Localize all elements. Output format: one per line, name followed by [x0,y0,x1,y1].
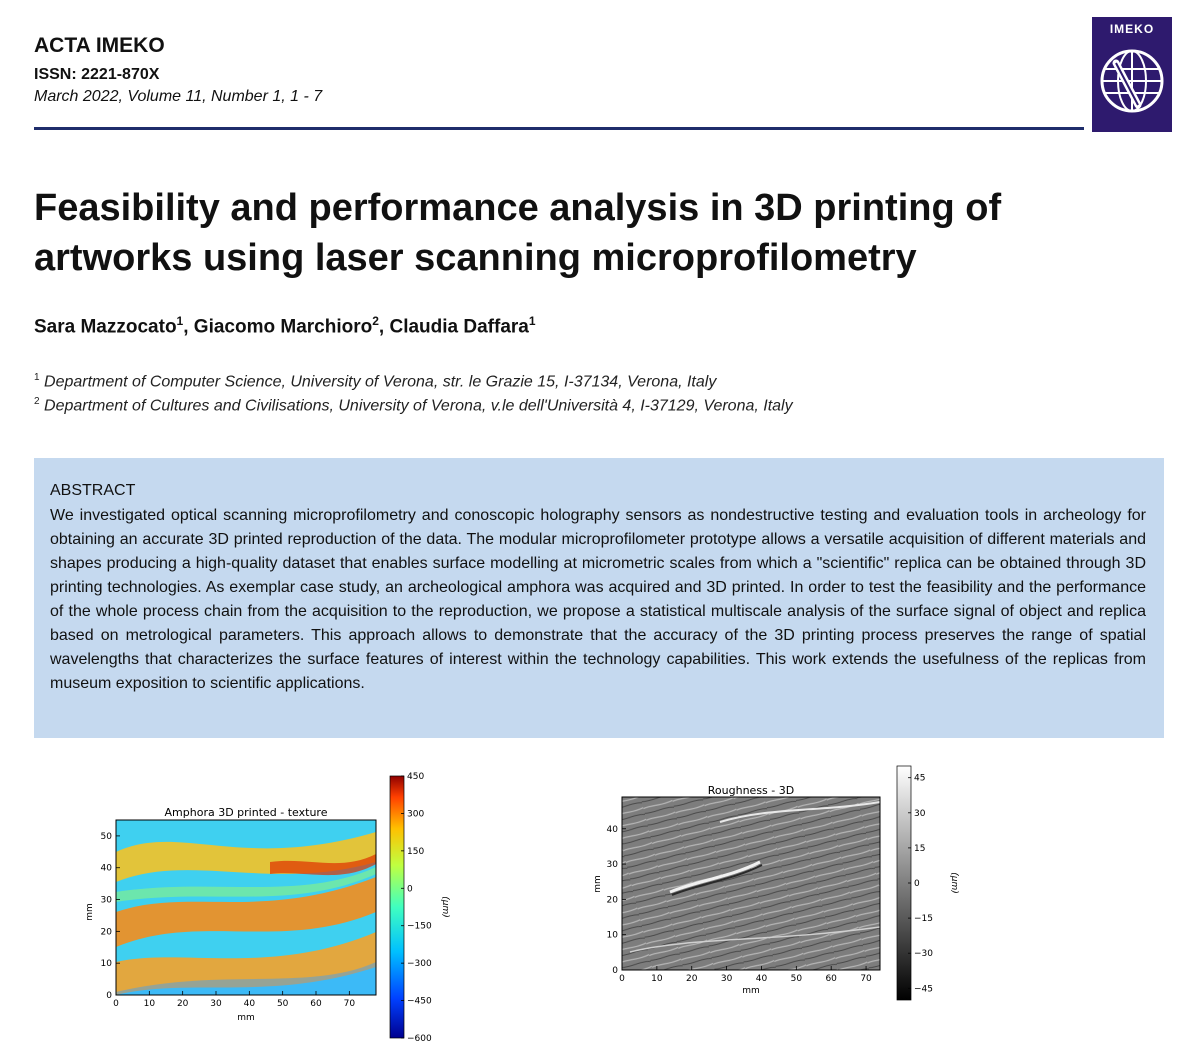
issn: ISSN: 2221-870X [34,66,160,83]
affiliation-1: 1 Department of Computer Science, Univer… [34,372,716,391]
x-tick-label: 40 [244,999,256,1009]
x-tick-label: 30 [210,999,222,1009]
y-tick-label: 20 [607,895,619,905]
abstract-box: ABSTRACT We investigated optical scannin… [34,458,1164,738]
author-affil-mark: 2 [372,314,379,328]
x-tick-label: 30 [721,974,733,984]
abstract-text: We investigated optical scanning micropr… [50,507,1146,692]
y-axis: 0 10 20 30 40 [607,825,626,976]
author-name: Claudia Daffara [389,316,529,338]
roughness-figure: Roughness - 3D 0 10 20 30 40 50 60 70 0 10 20 30 40… [593,765,959,1001]
y-tick-label: 0 [612,966,618,976]
x-tick-label: 10 [144,999,156,1009]
colorbar-label: (μm) [440,896,450,918]
colorbar-tick-label: −30 [914,949,933,959]
y-tick-label: 30 [607,860,619,870]
plot-frame [621,796,881,971]
abstract-heading: ABSTRACT [50,482,136,499]
colorbar-tick-label: −300 [407,959,432,969]
imeko-logo: IMEKO [1092,17,1172,132]
x-axis-label: mm [237,1013,255,1023]
y-tick-label: 50 [101,832,113,842]
x-tick-label: 70 [344,999,356,1009]
x-tick-label: 60 [825,974,837,984]
x-tick-label: 20 [177,999,189,1009]
y-tick-label: 10 [607,931,619,941]
x-tick-label: 10 [651,974,663,984]
x-tick-label: 0 [113,999,119,1009]
colorbar-tick-label: 15 [914,844,925,854]
colorbar-ticks: 45 30 15 0 −15 −30 −45 [908,774,933,994]
chart-title: Roughness - 3D [708,784,794,797]
y-axis: 0 10 20 30 40 50 [101,832,120,1001]
author-name: Sara Mazzocato [34,316,177,338]
x-tick-label: 20 [686,974,698,984]
x-tick-label: 70 [860,974,872,984]
author-affil-mark: 1 [176,314,184,328]
affiliation-2: 2 Department of Cultures and Civilisatio… [34,396,793,415]
y-axis-label: mm [85,903,95,921]
issue-info: March 2022, Volume 11, Number 1, 1 - 7 [34,88,323,105]
logo-text: IMEKO [1109,22,1155,36]
author-name: Giacomo Marchioro [193,316,373,338]
plot-frame [115,819,377,996]
x-tick-label: 50 [277,999,289,1009]
chart-title: Amphora 3D printed - texture [165,806,328,819]
colorbar [389,775,405,1039]
affiliation-mark: 2 [34,396,40,407]
colorbar-label: (μm) [949,872,959,894]
affiliation-text: Department of Cultures and Civilisations… [44,397,793,415]
x-tick-label: 60 [310,999,322,1009]
colorbar-tick-label: 150 [407,847,424,857]
colorbar-tick-label: 450 [407,772,424,782]
colorbar-tick-label: 45 [914,774,925,784]
colorbar-tick-label: −450 [407,997,432,1007]
globe-icon [1100,49,1164,113]
affiliation-text: Department of Computer Science, Universi… [44,373,717,391]
x-axis-label: mm [742,986,760,996]
header-divider [34,127,1084,130]
title-line-1: Feasibility and performance analysis in … [34,187,1002,229]
heatmap-area [116,820,376,995]
affiliation-mark: 1 [34,372,40,383]
roughness-area [622,797,880,970]
colorbar-tick-label: 300 [407,809,424,819]
texture-heatmap-figure: Amphora 3D printed - texture 0 10 20 30 40 50… [85,772,450,1044]
title-line-2: artworks using laser scanning microprofi… [34,237,917,279]
y-tick-label: 10 [101,959,113,969]
colorbar-tick-label: −45 [914,984,933,994]
paper-title: Feasibility and performance analysis in … [34,183,1134,283]
y-tick-label: 0 [106,991,112,1001]
x-tick-label: 40 [756,974,768,984]
colorbar-tick-label: −15 [914,914,933,924]
colorbar-tick-label: 30 [914,809,926,819]
author-affil-mark: 1 [528,314,536,328]
x-axis: 0 10 20 30 40 50 60 70 [619,966,872,984]
x-tick-label: 50 [791,974,803,984]
y-tick-label: 30 [101,896,113,906]
y-tick-label: 20 [101,927,113,937]
y-tick-label: 40 [607,825,619,835]
x-tick-label: 0 [619,974,625,984]
colorbar-ticks: 450 300 150 0 −150 −300 −450 −600 [401,772,432,1044]
colorbar-tick-label: 0 [914,879,920,889]
x-axis: 0 10 20 30 40 50 60 70 [113,991,355,1009]
journal-name: ACTA IMEKO [34,34,165,57]
author-list: Sara Mazzocato1, Giacomo Marchioro2, Cla… [34,314,536,338]
y-axis-label: mm [593,875,603,893]
y-tick-label: 40 [101,864,113,874]
colorbar-tick-label: −600 [407,1034,432,1044]
colorbar-tick-label: −150 [407,922,432,932]
colorbar-tick-label: 0 [407,884,413,894]
